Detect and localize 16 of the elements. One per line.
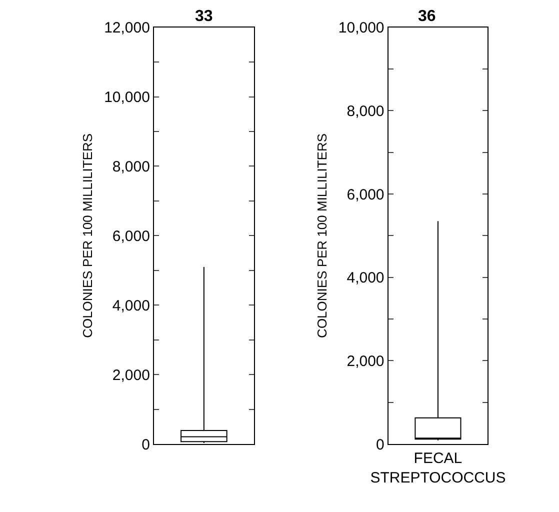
y-tick-label: 4,000 bbox=[346, 270, 384, 287]
y-tick-label: 6,000 bbox=[112, 228, 150, 245]
y-axis-title: COLONIES PER 100 MILLILITERS bbox=[80, 133, 96, 338]
y-tick-label: 2,000 bbox=[346, 352, 384, 370]
y-tick-label: 10,000 bbox=[104, 89, 150, 106]
y-tick-label: 12,000 bbox=[104, 20, 150, 37]
y-tick-label: 4,000 bbox=[112, 297, 150, 314]
chart-title: 36 bbox=[418, 8, 436, 25]
y-tick-label: 6,000 bbox=[346, 186, 384, 204]
y-tick-label: 10,000 bbox=[338, 20, 384, 37]
y-tick-label: 2,000 bbox=[112, 366, 150, 384]
y-tick-label: 8,000 bbox=[112, 158, 150, 176]
y-tick-label: 8,000 bbox=[346, 102, 384, 120]
y-axis-title: COLONIES PER 100 MILLILITERS bbox=[314, 133, 330, 338]
y-tick-label: 0 bbox=[142, 436, 150, 454]
chart-title: 33 bbox=[195, 8, 213, 25]
